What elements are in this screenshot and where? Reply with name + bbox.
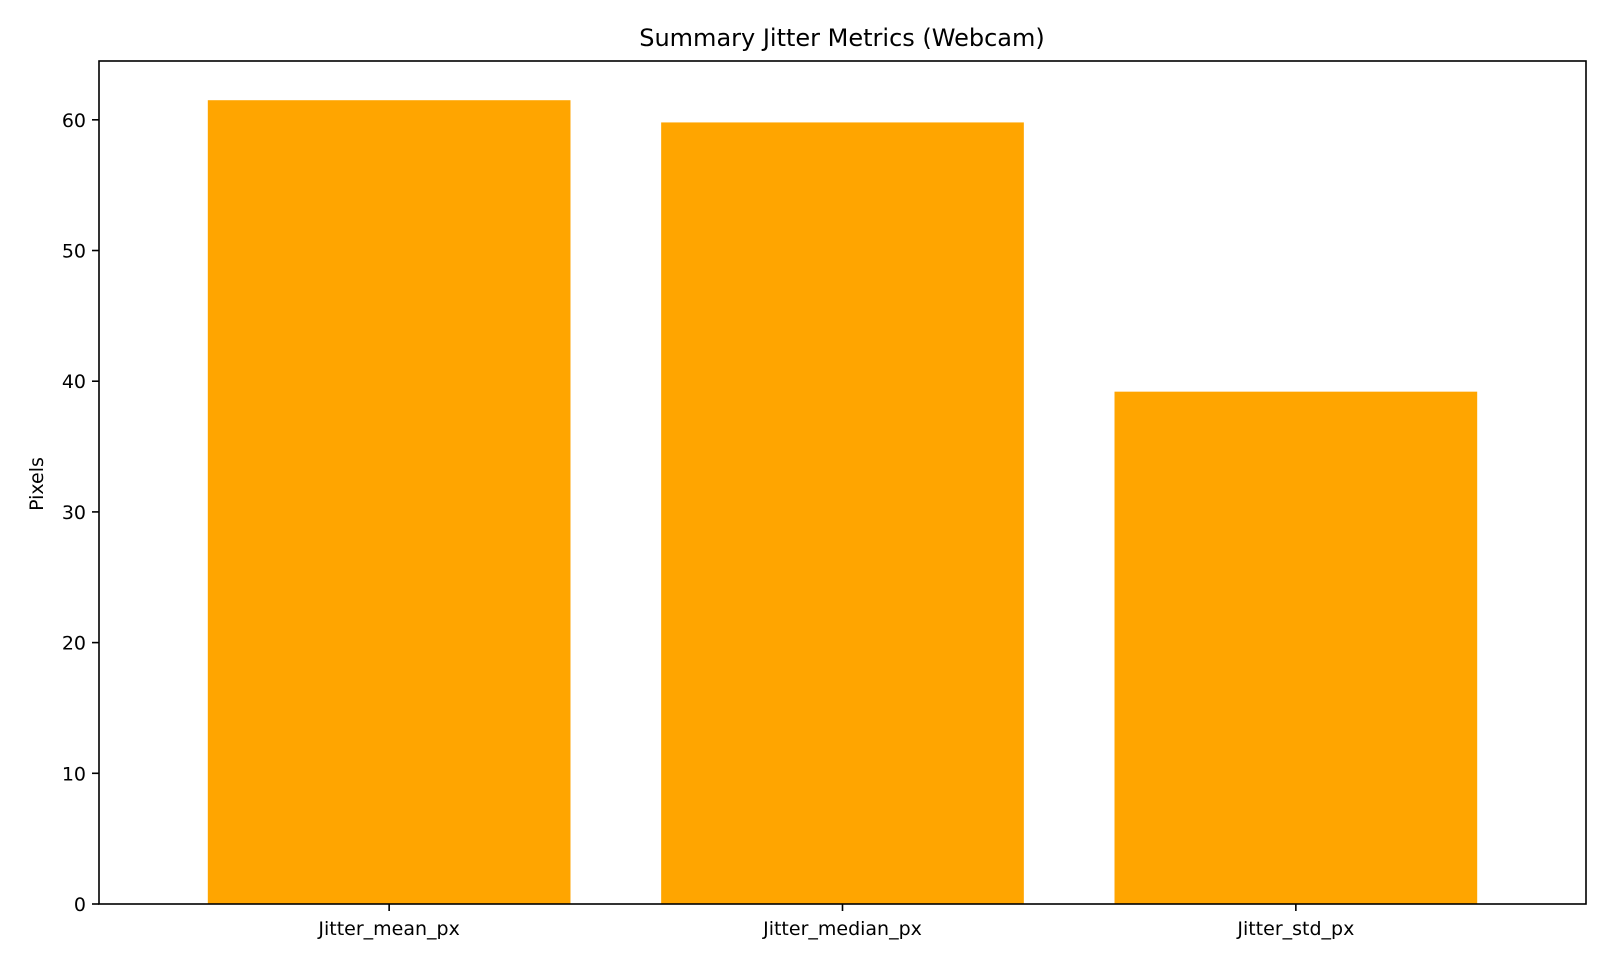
- x-tick-label: Jitter_median_px: [762, 918, 922, 940]
- bar-jitter-mean-px: [207, 100, 571, 905]
- y-tick-label: 20: [62, 633, 86, 655]
- plot-frame: [98, 60, 1587, 905]
- bars-layer: [207, 100, 1478, 905]
- bar-jitter-std-px: [1114, 391, 1478, 904]
- y-tick-label: 50: [62, 241, 86, 263]
- y-tick-label: 10: [62, 763, 86, 785]
- bar-jitter-median-px: [661, 122, 1024, 904]
- ticks-layer: Jitter_mean_px Jitter_median_px Jitter_std…: [62, 110, 1355, 940]
- x-tick-label: Jitter_mean_px: [317, 918, 459, 940]
- y-tick-label: 40: [62, 371, 86, 393]
- y-tick-label: 60: [62, 110, 86, 132]
- y-tick-label: 30: [62, 502, 86, 524]
- y-axis-label: Pixels: [26, 457, 48, 511]
- chart-title: Summary Jitter Metrics (Webcam): [639, 24, 1045, 52]
- x-tick-label: Jitter_std_px: [1236, 918, 1354, 940]
- y-tick-label: 0: [74, 894, 86, 916]
